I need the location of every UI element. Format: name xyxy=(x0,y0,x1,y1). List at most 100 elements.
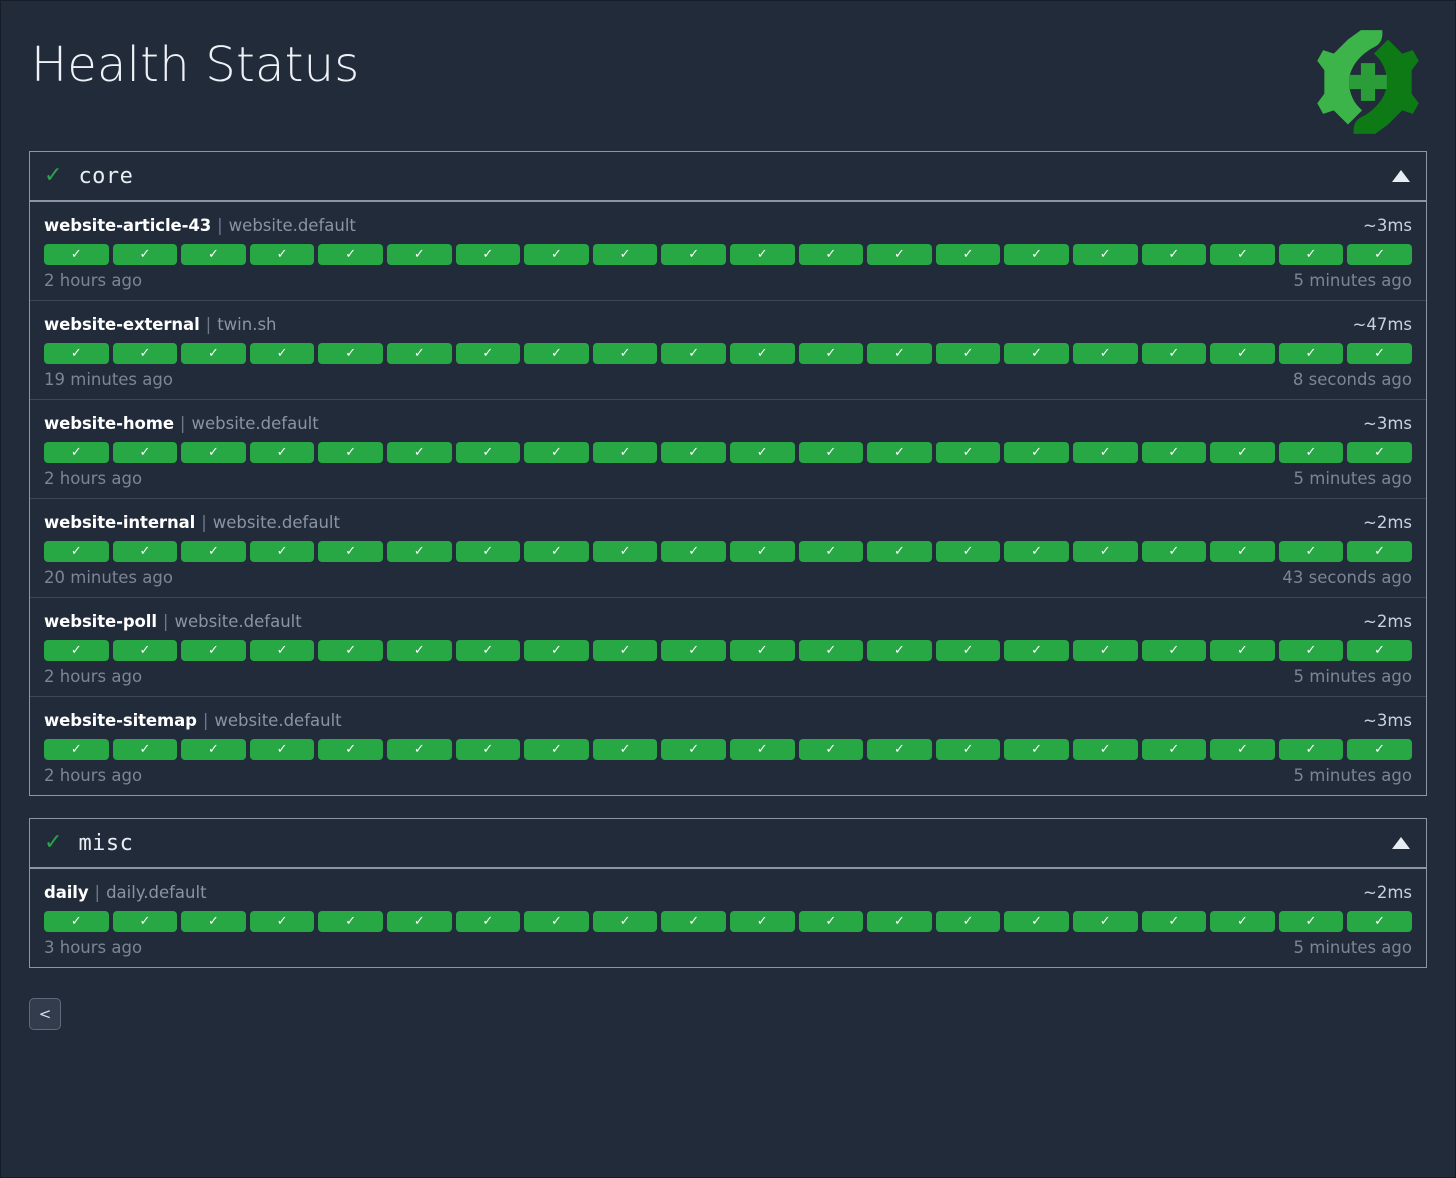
status-bar[interactable]: ✓ xyxy=(455,244,521,265)
status-bar[interactable]: ✓ xyxy=(181,442,246,463)
status-bar[interactable]: ✓ xyxy=(729,911,795,932)
status-bar[interactable]: ✓ xyxy=(181,541,246,562)
status-bar[interactable]: ✓ xyxy=(249,442,315,463)
status-bar[interactable]: ✓ xyxy=(661,343,726,364)
status-bar[interactable]: ✓ xyxy=(798,541,864,562)
status-bar[interactable]: ✓ xyxy=(318,343,383,364)
status-bar[interactable]: ✓ xyxy=(44,343,109,364)
status-bar[interactable]: ✓ xyxy=(1210,541,1275,562)
status-bar[interactable]: ✓ xyxy=(1072,442,1138,463)
status-bar[interactable]: ✓ xyxy=(44,739,109,760)
status-bar[interactable]: ✓ xyxy=(592,244,658,265)
status-bar[interactable]: ✓ xyxy=(181,640,246,661)
status-bar[interactable]: ✓ xyxy=(935,739,1001,760)
status-bar[interactable]: ✓ xyxy=(318,442,383,463)
status-bar[interactable]: ✓ xyxy=(318,541,383,562)
status-bar[interactable]: ✓ xyxy=(1004,640,1069,661)
status-bar[interactable]: ✓ xyxy=(249,739,315,760)
status-bar[interactable]: ✓ xyxy=(1072,739,1138,760)
status-bar[interactable]: ✓ xyxy=(181,343,246,364)
status-bar[interactable]: ✓ xyxy=(1347,442,1412,463)
status-bar[interactable]: ✓ xyxy=(112,640,178,661)
status-bar[interactable]: ✓ xyxy=(181,911,246,932)
status-bar[interactable]: ✓ xyxy=(1210,640,1275,661)
status-bar[interactable]: ✓ xyxy=(661,739,726,760)
status-bar[interactable]: ✓ xyxy=(524,244,589,265)
status-bar[interactable]: ✓ xyxy=(729,640,795,661)
status-bar[interactable]: ✓ xyxy=(867,739,932,760)
status-bar[interactable]: ✓ xyxy=(1141,442,1207,463)
status-bar[interactable]: ✓ xyxy=(592,911,658,932)
status-bar[interactable]: ✓ xyxy=(44,640,109,661)
status-bar[interactable]: ✓ xyxy=(249,541,315,562)
status-bar[interactable]: ✓ xyxy=(44,541,109,562)
status-bar[interactable]: ✓ xyxy=(524,739,589,760)
status-bar[interactable]: ✓ xyxy=(181,739,246,760)
triangle-up-icon[interactable] xyxy=(1392,170,1410,182)
status-bar[interactable]: ✓ xyxy=(1347,541,1412,562)
status-bar[interactable]: ✓ xyxy=(524,640,589,661)
status-bar[interactable]: ✓ xyxy=(112,911,178,932)
status-bar[interactable]: ✓ xyxy=(386,343,452,364)
status-bar[interactable]: ✓ xyxy=(1141,541,1207,562)
status-bar[interactable]: ✓ xyxy=(44,911,109,932)
status-bar[interactable]: ✓ xyxy=(798,343,864,364)
status-bar[interactable]: ✓ xyxy=(455,739,521,760)
group-header-misc[interactable]: ✓ misc xyxy=(30,819,1426,869)
status-bar[interactable]: ✓ xyxy=(1210,442,1275,463)
status-bar[interactable]: ✓ xyxy=(1141,640,1207,661)
status-bar[interactable]: ✓ xyxy=(1278,244,1344,265)
status-bar[interactable]: ✓ xyxy=(112,244,178,265)
status-bar[interactable]: ✓ xyxy=(867,244,932,265)
status-bar[interactable]: ✓ xyxy=(386,640,452,661)
status-bar[interactable]: ✓ xyxy=(249,911,315,932)
status-bar[interactable]: ✓ xyxy=(1210,244,1275,265)
status-bar[interactable]: ✓ xyxy=(524,541,589,562)
status-bar[interactable]: ✓ xyxy=(935,640,1001,661)
status-bar[interactable]: ✓ xyxy=(935,343,1001,364)
status-bar[interactable]: ✓ xyxy=(1141,739,1207,760)
group-header-core[interactable]: ✓ core xyxy=(30,152,1426,202)
status-bar[interactable]: ✓ xyxy=(1278,343,1344,364)
status-bar[interactable]: ✓ xyxy=(455,343,521,364)
status-bar[interactable]: ✓ xyxy=(249,343,315,364)
status-bar[interactable]: ✓ xyxy=(1278,541,1344,562)
status-bar[interactable]: ✓ xyxy=(455,442,521,463)
status-bar[interactable]: ✓ xyxy=(935,541,1001,562)
status-bar[interactable]: ✓ xyxy=(1072,541,1138,562)
previous-page-button[interactable]: < xyxy=(29,998,61,1030)
status-bar[interactable]: ✓ xyxy=(1347,343,1412,364)
status-bar[interactable]: ✓ xyxy=(729,442,795,463)
status-bar[interactable]: ✓ xyxy=(112,442,178,463)
status-bar[interactable]: ✓ xyxy=(386,442,452,463)
status-bar[interactable]: ✓ xyxy=(1210,911,1275,932)
status-bar[interactable]: ✓ xyxy=(798,442,864,463)
status-bar[interactable]: ✓ xyxy=(935,911,1001,932)
status-bar[interactable]: ✓ xyxy=(44,244,109,265)
status-bar[interactable]: ✓ xyxy=(867,541,932,562)
status-bar[interactable]: ✓ xyxy=(112,343,178,364)
status-bar[interactable]: ✓ xyxy=(1004,442,1069,463)
status-bar[interactable]: ✓ xyxy=(455,640,521,661)
status-bar[interactable]: ✓ xyxy=(386,739,452,760)
status-bar[interactable]: ✓ xyxy=(729,343,795,364)
status-bar[interactable]: ✓ xyxy=(798,244,864,265)
status-bar[interactable]: ✓ xyxy=(1004,343,1069,364)
status-bar[interactable]: ✓ xyxy=(318,911,383,932)
status-bar[interactable]: ✓ xyxy=(1141,911,1207,932)
status-bar[interactable]: ✓ xyxy=(1004,911,1069,932)
status-bar[interactable]: ✓ xyxy=(318,739,383,760)
status-bar[interactable]: ✓ xyxy=(798,640,864,661)
status-bar[interactable]: ✓ xyxy=(729,244,795,265)
status-bar[interactable]: ✓ xyxy=(386,911,452,932)
status-bar[interactable]: ✓ xyxy=(1347,739,1412,760)
status-bar[interactable]: ✓ xyxy=(112,541,178,562)
status-bar[interactable]: ✓ xyxy=(1004,244,1069,265)
status-bar[interactable]: ✓ xyxy=(1278,640,1344,661)
status-bar[interactable]: ✓ xyxy=(935,442,1001,463)
status-bar[interactable]: ✓ xyxy=(729,541,795,562)
status-bar[interactable]: ✓ xyxy=(592,442,658,463)
status-bar[interactable]: ✓ xyxy=(729,739,795,760)
status-bar[interactable]: ✓ xyxy=(867,442,932,463)
triangle-up-icon[interactable] xyxy=(1392,837,1410,849)
